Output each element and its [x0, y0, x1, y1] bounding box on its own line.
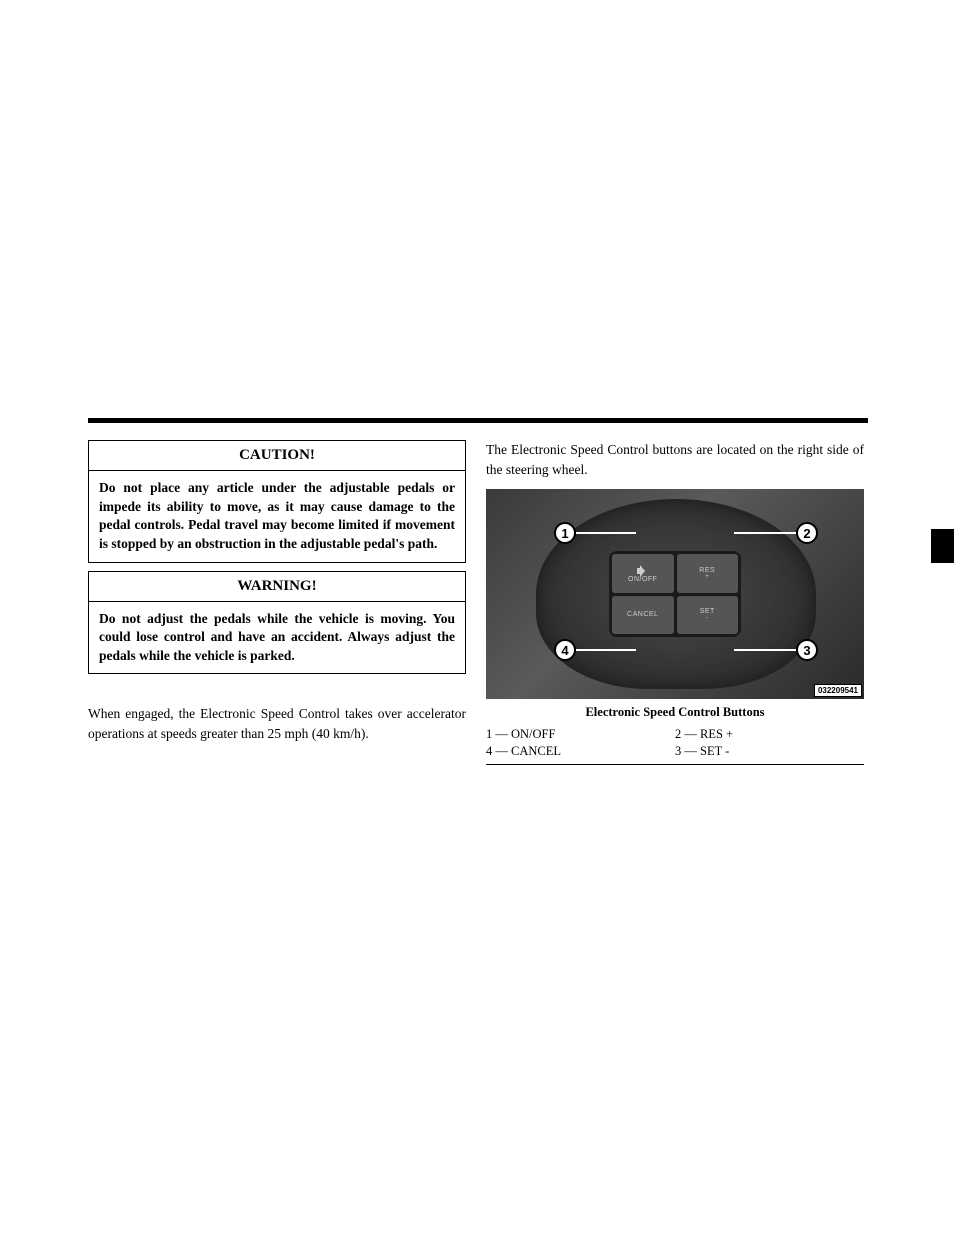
cancel-button-graphic: CANCEL [612, 596, 674, 635]
callout-4-num: 4 [561, 643, 568, 658]
callout-4: 4 [554, 639, 576, 661]
callout-2-num: 2 [803, 526, 810, 541]
warning-body: Do not adjust the pedals while the vehic… [89, 602, 465, 674]
callout-3: 3 [796, 639, 818, 661]
onoff-label: ON/OFF [628, 576, 657, 583]
cruise-icon [637, 565, 649, 577]
warning-header: WARNING! [89, 572, 465, 602]
callout-line-3 [734, 649, 796, 651]
page-content: CAUTION! Do not place any article under … [88, 440, 868, 765]
figure-image-id: 032209541 [814, 684, 862, 697]
thumb-tab-marker [931, 529, 954, 563]
res-label: RES [699, 567, 715, 574]
caution-header: CAUTION! [89, 441, 465, 471]
callout-line-4 [576, 649, 636, 651]
caution-body: Do not place any article under the adjus… [89, 471, 465, 562]
legend-3: 3 — SET - [675, 743, 864, 760]
callout-3-num: 3 [803, 643, 810, 658]
callout-line-2 [734, 532, 796, 534]
res-sub: + [705, 574, 709, 580]
caution-box: CAUTION! Do not place any article under … [88, 440, 466, 563]
warning-box: WARNING! Do not adjust the pedals while … [88, 571, 466, 675]
button-cluster: ON/OFF RES + CANCEL SET - [609, 551, 741, 637]
set-button-graphic: SET - [677, 596, 739, 635]
legend-2: 2 — RES + [675, 726, 864, 743]
callout-1: 1 [554, 522, 576, 544]
right-column: The Electronic Speed Control buttons are… [486, 440, 864, 765]
left-column: CAUTION! Do not place any article under … [88, 440, 466, 765]
res-button-graphic: RES + [677, 554, 739, 593]
speed-control-figure: ON/OFF RES + CANCEL SET - 1 [486, 489, 864, 699]
callout-1-num: 1 [561, 526, 568, 541]
legend-1: 1 — ON/OFF [486, 726, 675, 743]
set-label: SET [700, 608, 715, 615]
legend-row-1: 1 — ON/OFF 2 — RES + [486, 726, 864, 743]
set-sub: - [706, 615, 709, 621]
onoff-button-graphic: ON/OFF [612, 554, 674, 593]
intro-paragraph: The Electronic Speed Control buttons are… [486, 440, 864, 479]
section-divider-bar [88, 418, 868, 423]
figure-legend: 1 — ON/OFF 2 — RES + 4 — CANCEL 3 — SET … [486, 726, 864, 765]
legend-4: 4 — CANCEL [486, 743, 675, 760]
callout-2: 2 [796, 522, 818, 544]
body-paragraph: When engaged, the Electronic Speed Contr… [88, 704, 466, 743]
figure-caption: Electronic Speed Control Buttons [486, 705, 864, 720]
legend-row-2: 4 — CANCEL 3 — SET - [486, 743, 864, 760]
cancel-label: CANCEL [627, 611, 658, 618]
callout-line-1 [576, 532, 636, 534]
